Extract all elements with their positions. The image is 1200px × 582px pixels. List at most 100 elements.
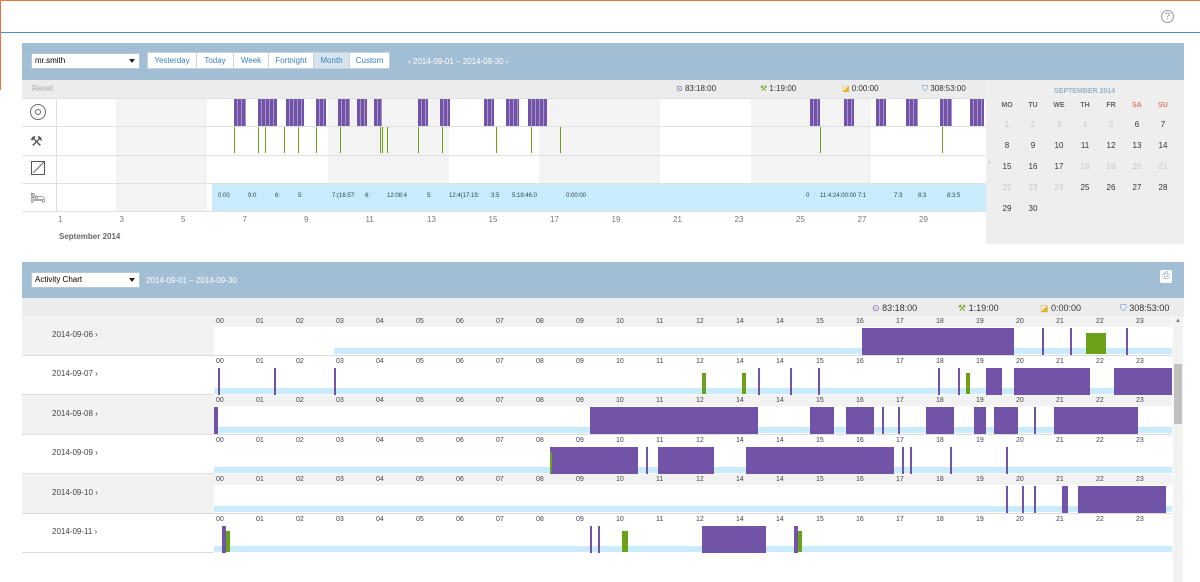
calendar-day[interactable]: 6 (1134, 120, 1140, 129)
hour-label: 08 (536, 397, 544, 404)
work-segment (550, 451, 552, 473)
calendar-day[interactable]: 4 (1082, 120, 1088, 129)
reset-link[interactable]: Reset (32, 84, 53, 93)
calendar-title: SEPTEMBER 2014 (1054, 88, 1116, 95)
hour-label: 06 (456, 436, 464, 444)
scroll-up-icon[interactable]: ▲ (1175, 318, 1181, 324)
calendar-day[interactable]: 1 (1004, 120, 1010, 129)
calendar-day[interactable]: 11 (1080, 141, 1090, 150)
range-button-today[interactable]: Today (196, 52, 234, 69)
table-row[interactable]: 00 01 02 03 04 05 06 07 08 09 10 11 12 14 14 15 16 17 18 19… (22, 474, 1172, 514)
range-button-custom[interactable]: Custom (349, 52, 390, 69)
hour-label: 12 (696, 436, 704, 444)
calendar-day[interactable]: 20 (1132, 162, 1142, 171)
row-date-label[interactable]: 2014-09-07 › (52, 369, 98, 379)
range-button-yesterday[interactable]: Yesterday (147, 52, 197, 69)
work-tick (298, 127, 299, 153)
row-date-label[interactable]: 2014-09-09 › (52, 448, 98, 458)
activity-totals-strip (22, 298, 1184, 316)
drive-segment (1114, 367, 1172, 395)
hour-label: 03 (336, 318, 344, 325)
hour-label: 14 (736, 357, 744, 365)
hour-label: 11 (656, 357, 664, 365)
row-date-label[interactable]: 2014-09-06 › (52, 329, 98, 339)
hour-label: 08 (536, 436, 544, 444)
driver-select[interactable]: mr.smith (31, 53, 140, 69)
hour-label: 17 (896, 318, 904, 325)
print-icon[interactable]: ⎙ (1160, 270, 1172, 283)
calendar-day[interactable]: 22 (1002, 183, 1012, 192)
calendar-day[interactable]: 26 (1106, 183, 1116, 192)
table-row[interactable]: 00 01 02 03 04 05 06 07 08 09 10 11 12 14 14 15 16 17 18 19… (22, 434, 1172, 474)
activity-scrollbar[interactable]: ▲ (1173, 316, 1183, 582)
calendar-day[interactable]: 5 (1108, 120, 1114, 129)
calendar-day[interactable]: 27 (1132, 183, 1142, 192)
drive-segment (222, 525, 226, 553)
calendar-day[interactable]: 15 (1002, 162, 1012, 171)
hour-label: 22 (1096, 397, 1104, 404)
drive-segment (646, 446, 648, 474)
hour-label: 18 (936, 515, 944, 523)
table-row[interactable]: 00 01 02 03 04 05 06 07 08 09 10 11 12 14 14 15 16 17 18 19… (22, 355, 1172, 395)
hour-label: 05 (416, 357, 424, 365)
row-date-label[interactable]: 2014-09-10 › (52, 487, 98, 497)
calendar-day[interactable]: 30 (1028, 204, 1038, 213)
calendar-day[interactable]: 17 (1054, 162, 1064, 171)
calendar-header-th: TH (1080, 102, 1090, 109)
hour-label: 09 (576, 357, 584, 365)
drive-segment (882, 407, 884, 434)
calendar-day[interactable]: 8 (1004, 141, 1010, 150)
row-date-label[interactable]: 2014-09-11 › (52, 527, 98, 537)
rest-label: 6: (275, 193, 281, 199)
hour-label: 09 (576, 436, 584, 444)
calendar-day[interactable]: 23 (1028, 183, 1038, 192)
scrollbar-thumb[interactable] (1174, 364, 1182, 424)
rest-segment (214, 506, 1172, 512)
calendar-day[interactable]: 7 (1160, 120, 1166, 129)
prev-arrow-icon[interactable]: ‹ (408, 57, 413, 66)
total-rest: ⛉ 308:53:00 (922, 84, 966, 93)
range-button-month[interactable]: Month (313, 52, 350, 69)
driving-bar (258, 99, 277, 126)
drive-segment (898, 407, 900, 434)
hour-label: 05 (416, 436, 424, 444)
calendar-day[interactable]: 12 (1106, 141, 1116, 150)
row-date-label[interactable]: 2014-09-08 › (52, 408, 98, 418)
table-row[interactable]: 00 01 02 03 04 05 06 07 08 09 10 11 12 14 14 15 16 17 18 19… (22, 395, 1172, 435)
table-row[interactable]: 00 01 02 03 04 05 06 07 08 09 10 11 12 14 14 15 16 17 18 19… (22, 316, 1172, 356)
calendar-day[interactable]: 3 (1056, 120, 1062, 129)
calendar-day[interactable]: 13 (1132, 141, 1142, 150)
next-arrow-icon[interactable]: › (503, 57, 509, 66)
driving-bar (876, 99, 886, 126)
calendar-day[interactable]: 28 (1158, 183, 1168, 192)
hour-label: 23 (1136, 515, 1144, 523)
calendar-header-tu: TU (1028, 102, 1038, 109)
drive-segment (1062, 486, 1068, 513)
timeline-date-range[interactable]: ‹ 2014-09-01 – 2014-09-30 › (408, 57, 509, 66)
chart-select[interactable]: Activity Chart (31, 272, 140, 288)
driving-bar (484, 99, 494, 126)
calendar-day[interactable]: 25 (1080, 183, 1090, 192)
calendar-day[interactable]: 24 (1054, 183, 1064, 192)
help-icon[interactable]: ? (1161, 10, 1174, 23)
hour-label: 14 (736, 476, 744, 483)
calendar-day[interactable]: 10 (1054, 141, 1064, 150)
hour-label: 12 (696, 318, 704, 325)
calendar-day[interactable]: 14 (1158, 141, 1168, 150)
range-button-week[interactable]: Week (233, 52, 269, 69)
calendar-day[interactable]: 16 (1028, 162, 1038, 171)
calendar-day[interactable]: 2 (1030, 120, 1036, 129)
hour-label: 20 (1016, 397, 1024, 404)
calendar-day[interactable]: 18 (1080, 162, 1090, 171)
calendar-expand-icon[interactable]: › (988, 157, 991, 167)
rest-label: 6: (365, 193, 371, 199)
calendar-day[interactable]: 21 (1158, 162, 1168, 171)
range-button-fortnight[interactable]: Fortnight (268, 52, 314, 69)
table-row[interactable]: 00 01 02 03 04 05 06 07 08 09 10 11 12 14 14 15 16 17 18 19… (22, 513, 1172, 553)
hour-label: 14 (776, 515, 784, 523)
calendar-day[interactable]: 29 (1002, 204, 1012, 213)
calendar-day[interactable]: 9 (1030, 141, 1036, 150)
hour-label: 19 (976, 397, 984, 404)
calendar-day[interactable]: 19 (1106, 162, 1116, 171)
hour-label: 02 (296, 515, 304, 523)
